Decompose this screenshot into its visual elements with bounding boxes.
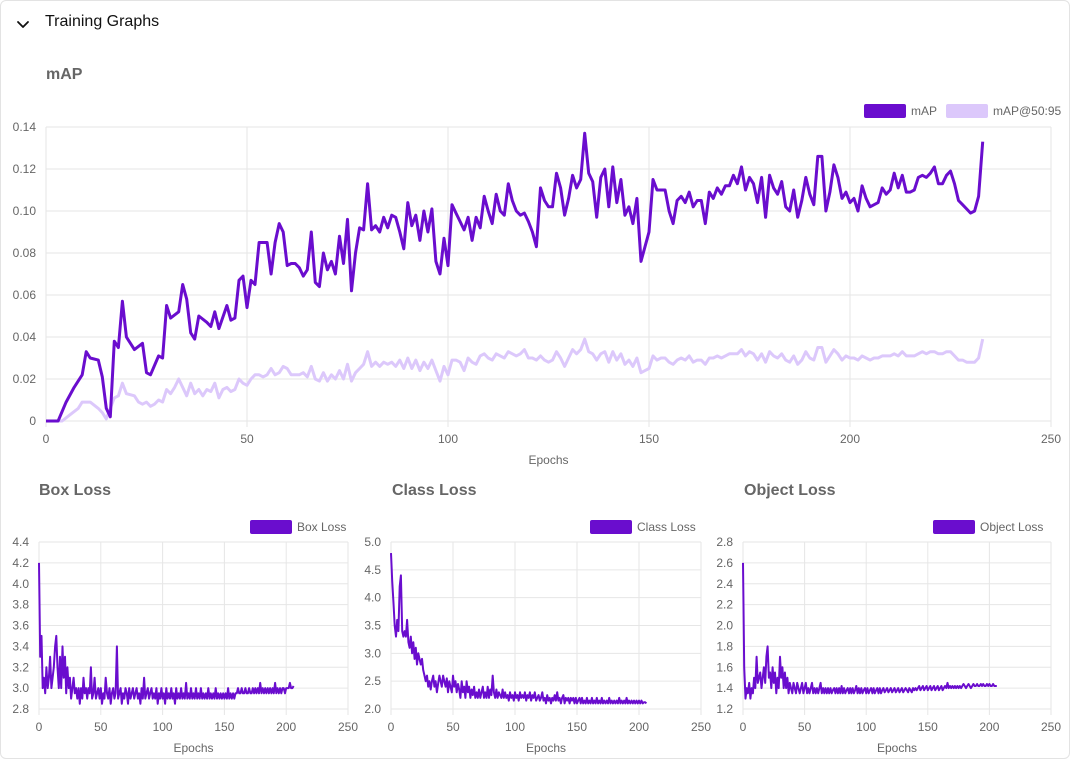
y-tick-label: 3.5	[364, 619, 381, 633]
y-tick-label: 3.0	[12, 681, 29, 695]
y-tick-label: 1.6	[716, 660, 733, 674]
y-tick-label: 3.4	[12, 639, 29, 653]
x-tick-label: 250	[338, 720, 358, 734]
legend-label[interactable]: Box Loss	[297, 520, 346, 534]
x-tick-label: 0	[36, 720, 43, 734]
x-tick-label: 100	[438, 432, 458, 446]
y-tick-label: 1.4	[716, 681, 733, 695]
legend-item[interactable]: Object Loss	[933, 520, 1043, 534]
y-tick-label: 1.8	[716, 639, 733, 653]
legend-item[interactable]: mAP@50:95	[946, 104, 1062, 118]
x-tick-label: 50	[798, 720, 812, 734]
y-tick-label: 2.6	[716, 556, 733, 570]
x-tick-label: 200	[629, 720, 649, 734]
y-tick-label: 0.10	[13, 204, 37, 218]
y-tick-label: 0.14	[13, 120, 37, 134]
x-tick-label: 50	[94, 720, 108, 734]
series-line-map	[46, 131, 985, 423]
x-tick-label: 250	[1041, 432, 1061, 446]
y-tick-label: 4.2	[12, 556, 29, 570]
x-tick-label: 100	[856, 720, 876, 734]
y-tick-label: 0.06	[13, 288, 37, 302]
x-tick-label: 150	[639, 432, 659, 446]
training-graphs-header[interactable]: Training Graphs	[1, 1, 1069, 45]
legend-item[interactable]: Class Loss	[590, 520, 696, 534]
y-tick-label: 3.2	[12, 660, 29, 674]
y-tick-label: 4.5	[364, 563, 381, 577]
legend-swatch[interactable]	[864, 104, 906, 118]
x-tick-label: 100	[505, 720, 525, 734]
x-tick-label: 200	[979, 720, 999, 734]
y-tick-label: 3.0	[364, 646, 381, 660]
x-tick-label: 200	[840, 432, 860, 446]
legend-swatch[interactable]	[933, 520, 975, 534]
y-tick-label: 3.6	[12, 619, 29, 633]
y-tick-label: 0.08	[13, 246, 37, 260]
chevron-down-icon[interactable]	[15, 16, 31, 32]
legend-swatch[interactable]	[590, 520, 632, 534]
x-tick-label: 150	[214, 720, 234, 734]
legend-swatch[interactable]	[250, 520, 292, 534]
legend-item[interactable]: Box Loss	[250, 520, 346, 534]
y-tick-label: 3.8	[12, 598, 29, 612]
chart-title-class-loss: Class Loss	[392, 482, 477, 499]
y-tick-label: 2.2	[716, 598, 733, 612]
series-line-class-loss	[390, 553, 648, 705]
x-axis-label: Epochs	[877, 741, 917, 755]
x-tick-label: 250	[1041, 720, 1061, 734]
legend-label[interactable]: Class Loss	[637, 520, 696, 534]
y-tick-label: 4.0	[364, 591, 381, 605]
chart-title-map: mAP	[46, 66, 83, 83]
x-tick-label: 150	[567, 720, 587, 734]
x-tick-label: 0	[43, 432, 50, 446]
chart-title-box-loss: Box Loss	[39, 482, 112, 499]
x-tick-label: 0	[388, 720, 395, 734]
x-axis-label: Epochs	[173, 741, 213, 755]
x-tick-label: 100	[153, 720, 173, 734]
y-tick-label: 2.8	[12, 702, 29, 716]
legend-swatch[interactable]	[946, 104, 988, 118]
series-line-box-loss	[38, 562, 295, 705]
y-tick-label: 4.0	[12, 577, 29, 591]
y-tick-label: 1.2	[716, 702, 733, 716]
y-tick-label: 2.8	[716, 535, 733, 549]
x-tick-label: 0	[740, 720, 747, 734]
legend-label[interactable]: mAP	[911, 104, 937, 118]
chart-title-object-loss: Object Loss	[744, 482, 836, 499]
legend-label[interactable]: Object Loss	[980, 520, 1043, 534]
x-axis-label: Epochs	[528, 453, 568, 467]
x-tick-label: 200	[276, 720, 296, 734]
legend-item[interactable]: mAP	[864, 104, 937, 118]
x-tick-label: 150	[918, 720, 938, 734]
x-tick-label: 250	[691, 720, 711, 734]
y-tick-label: 2.5	[364, 674, 381, 688]
y-tick-label: 4.4	[12, 535, 29, 549]
legend-label[interactable]: mAP@50:95	[993, 104, 1062, 118]
y-tick-label: 0.12	[13, 162, 37, 176]
x-axis-label: Epochs	[526, 741, 566, 755]
y-tick-label: 2.0	[716, 619, 733, 633]
panel-title: Training Graphs	[45, 13, 160, 30]
x-tick-label: 50	[240, 432, 254, 446]
map-chart: 0 0.02 0.04 0.06 0.08 0.10 0.12 0.14 0 50 100 150 20…	[13, 104, 1062, 467]
y-tick-label: 2.0	[364, 702, 381, 716]
series-line-map-50-95	[46, 337, 985, 423]
y-tick-label: 0.04	[13, 330, 37, 344]
y-tick-label: 0.02	[13, 372, 37, 386]
y-tick-label: 2.4	[716, 577, 733, 591]
series-line-object-loss	[742, 562, 997, 700]
x-tick-label: 50	[446, 720, 460, 734]
y-tick-label: 0	[29, 414, 36, 428]
y-tick-label: 5.0	[364, 535, 381, 549]
